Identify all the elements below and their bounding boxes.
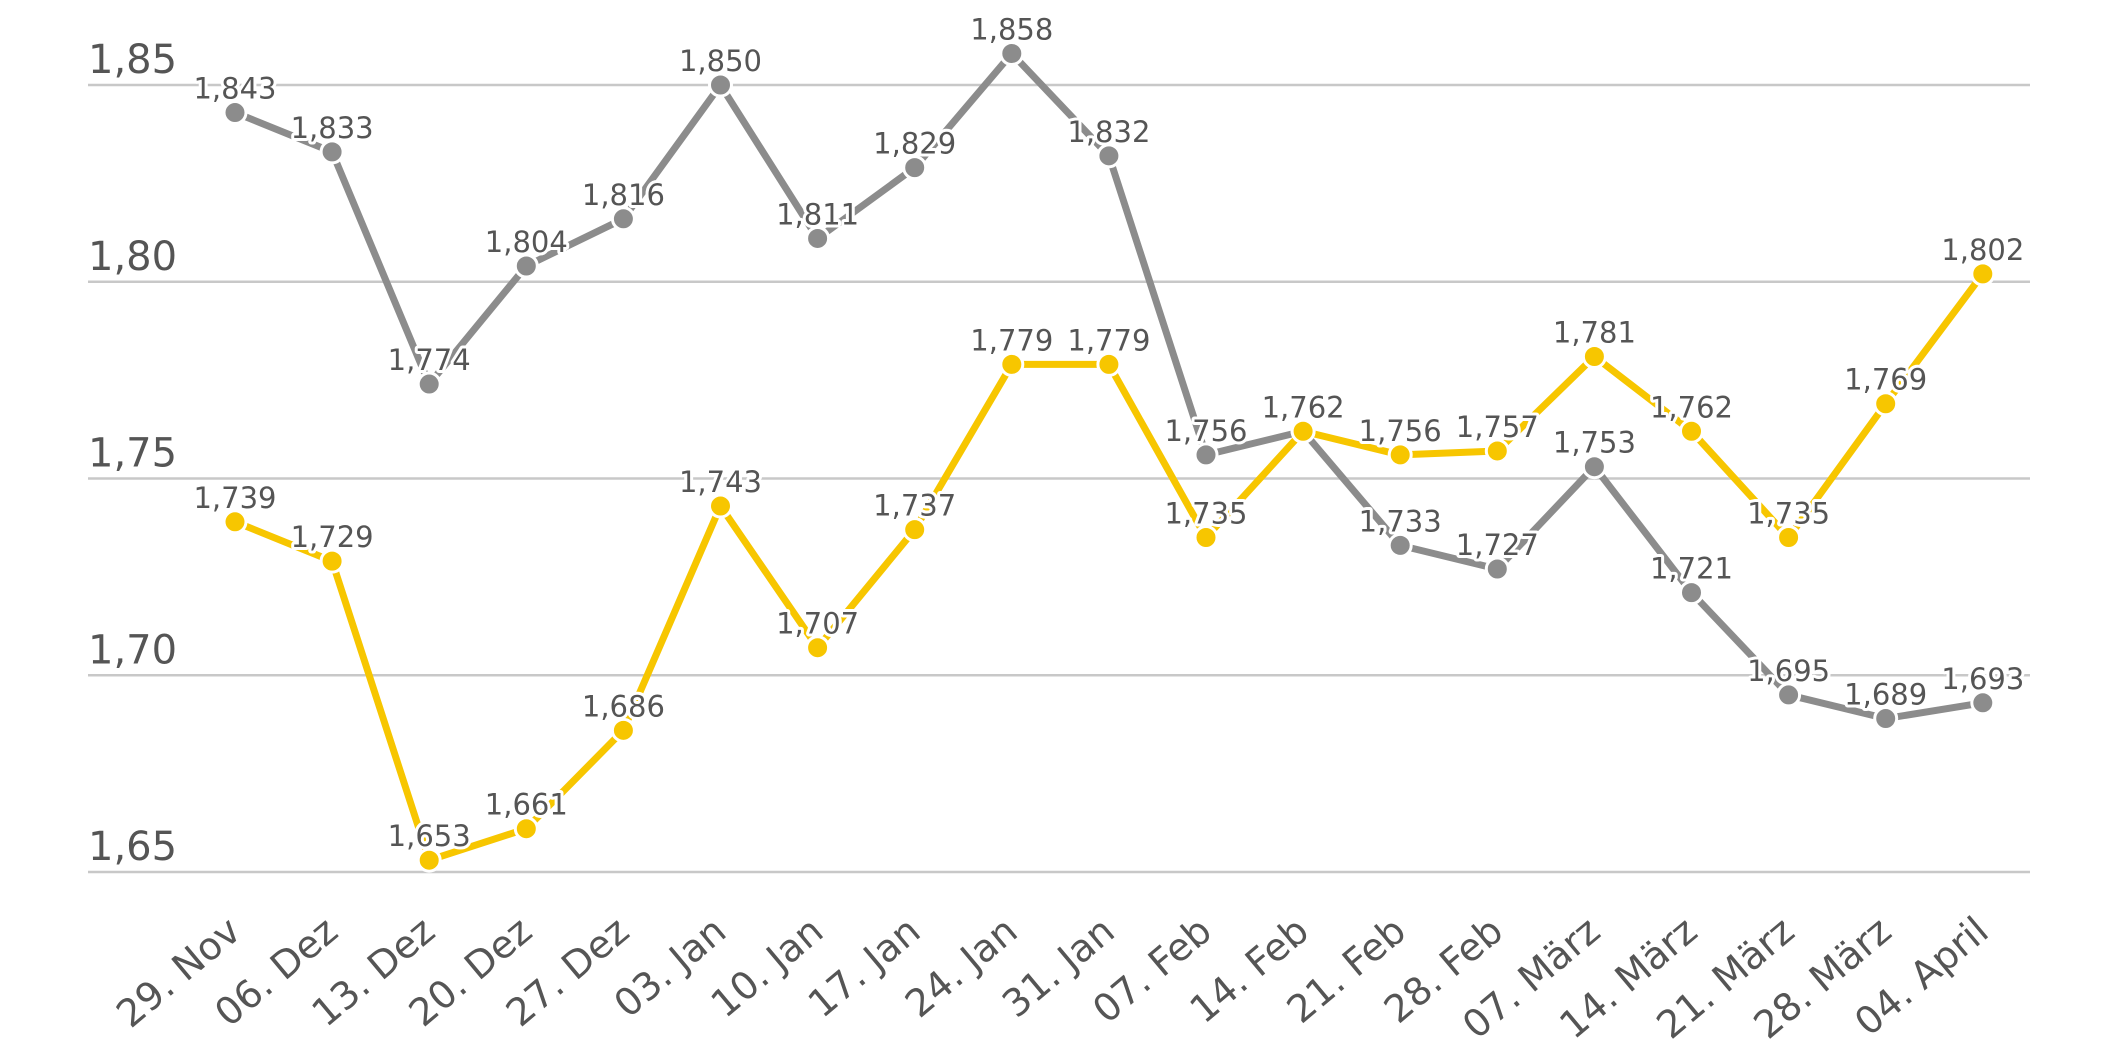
data-point-gray xyxy=(416,371,442,397)
data-point-gray xyxy=(902,155,928,181)
data-label-gray: 1,850 xyxy=(679,44,762,78)
data-label-gray: 1,762 xyxy=(1262,390,1345,424)
data-label-gray: 1,816 xyxy=(582,178,665,212)
data-label-yellow: 1,757 xyxy=(1456,410,1539,444)
y-tick-label: 1,65 xyxy=(88,824,177,870)
data-point-gray xyxy=(222,100,248,126)
data-label-gray: 1,804 xyxy=(485,225,568,259)
data-label-yellow: 1,779 xyxy=(1067,323,1150,357)
data-point-gray xyxy=(610,206,636,232)
data-point-yellow xyxy=(708,493,733,519)
data-point-yellow xyxy=(319,548,345,574)
data-label-yellow: 1,661 xyxy=(485,788,568,822)
data-point-yellow xyxy=(1193,525,1219,551)
data-label-gray: 1,689 xyxy=(1844,678,1927,712)
data-label-yellow: 1,756 xyxy=(1359,414,1442,448)
data-point-gray xyxy=(1096,143,1122,169)
y-axis-ticks: 1,65 1,70 1,75 1,80 1,85 xyxy=(88,37,177,870)
data-point-yellow xyxy=(1484,438,1510,464)
data-point-gray xyxy=(1387,532,1413,558)
data-label-yellow: 1,802 xyxy=(1941,233,2024,267)
y-tick-label: 1,70 xyxy=(88,627,177,673)
data-label-yellow: 1,762 xyxy=(1262,390,1345,424)
data-label-yellow: 1,781 xyxy=(1553,316,1636,350)
data-point-yellow xyxy=(222,509,248,535)
y-tick-label: 1,75 xyxy=(88,431,177,477)
y-tick-label: 1,85 xyxy=(88,37,177,83)
data-label-gray: 1,832 xyxy=(1067,115,1150,149)
data-label-gray: 1,858 xyxy=(970,13,1053,47)
data-point-gray xyxy=(1873,706,1899,732)
data-label-gray: 1,695 xyxy=(1747,654,1830,688)
data-point-yellow xyxy=(610,717,636,743)
data-point-yellow xyxy=(1970,261,1996,287)
data-label-yellow: 1,737 xyxy=(873,489,956,523)
data-point-gray xyxy=(805,225,831,251)
data-label-yellow: 1,686 xyxy=(582,689,665,723)
data-label-gray: 1,756 xyxy=(1164,414,1247,448)
data-point-yellow xyxy=(416,847,442,873)
data-label-yellow: 1,769 xyxy=(1844,363,1927,397)
data-point-gray xyxy=(1970,690,1996,716)
data-point-gray xyxy=(708,72,733,98)
data-label-yellow: 1,735 xyxy=(1164,497,1247,531)
data-point-gray xyxy=(1581,454,1607,480)
data-label-gray: 1,721 xyxy=(1650,552,1733,586)
data-label-gray: 1,811 xyxy=(776,197,859,231)
gridlines xyxy=(88,83,2030,874)
data-point-yellow xyxy=(999,351,1025,377)
data-point-yellow xyxy=(1096,351,1122,377)
data-label-gray: 1,693 xyxy=(1941,662,2024,696)
data-label-yellow: 1,743 xyxy=(679,465,762,499)
data-label-yellow: 1,735 xyxy=(1747,497,1830,531)
series-group xyxy=(222,41,1996,873)
data-label-yellow: 1,779 xyxy=(970,323,1053,357)
data-label-gray: 1,833 xyxy=(291,111,374,145)
data-label-gray: 1,727 xyxy=(1456,528,1539,562)
data-point-yellow xyxy=(1581,344,1607,370)
data-point-gray xyxy=(1679,580,1704,606)
data-label-gray: 1,843 xyxy=(193,72,276,106)
data-labels: 1,843 1,833 1,774 1,804 1,816 1,850 1,811 1,829… xyxy=(190,10,2027,857)
data-label-gray: 1,774 xyxy=(388,343,471,377)
data-point-yellow xyxy=(805,635,831,661)
y-tick-label: 1,80 xyxy=(88,234,177,280)
data-label-gray: 1,753 xyxy=(1553,426,1636,460)
data-label-yellow: 1,729 xyxy=(291,520,374,554)
data-label-yellow: 1,707 xyxy=(776,607,859,641)
data-point-yellow xyxy=(1290,418,1316,444)
data-point-gray xyxy=(1484,556,1510,582)
data-label-yellow: 1,739 xyxy=(193,481,276,515)
data-point-yellow xyxy=(902,517,928,543)
data-label-gray: 1,829 xyxy=(873,127,956,161)
data-point-yellow xyxy=(513,816,539,842)
data-point-gray xyxy=(1776,682,1802,708)
data-label-yellow: 1,762 xyxy=(1650,390,1733,424)
data-point-gray xyxy=(319,139,345,165)
data-point-gray xyxy=(1193,442,1219,468)
data-point-gray xyxy=(999,41,1025,67)
data-label-gray: 1,733 xyxy=(1359,504,1442,538)
data-point-yellow xyxy=(1387,442,1413,468)
data-point-yellow xyxy=(1873,391,1899,417)
data-label-yellow: 1,653 xyxy=(388,819,471,853)
data-point-gray xyxy=(513,253,539,279)
data-point-yellow xyxy=(1679,418,1704,444)
data-point-yellow xyxy=(1776,525,1802,551)
